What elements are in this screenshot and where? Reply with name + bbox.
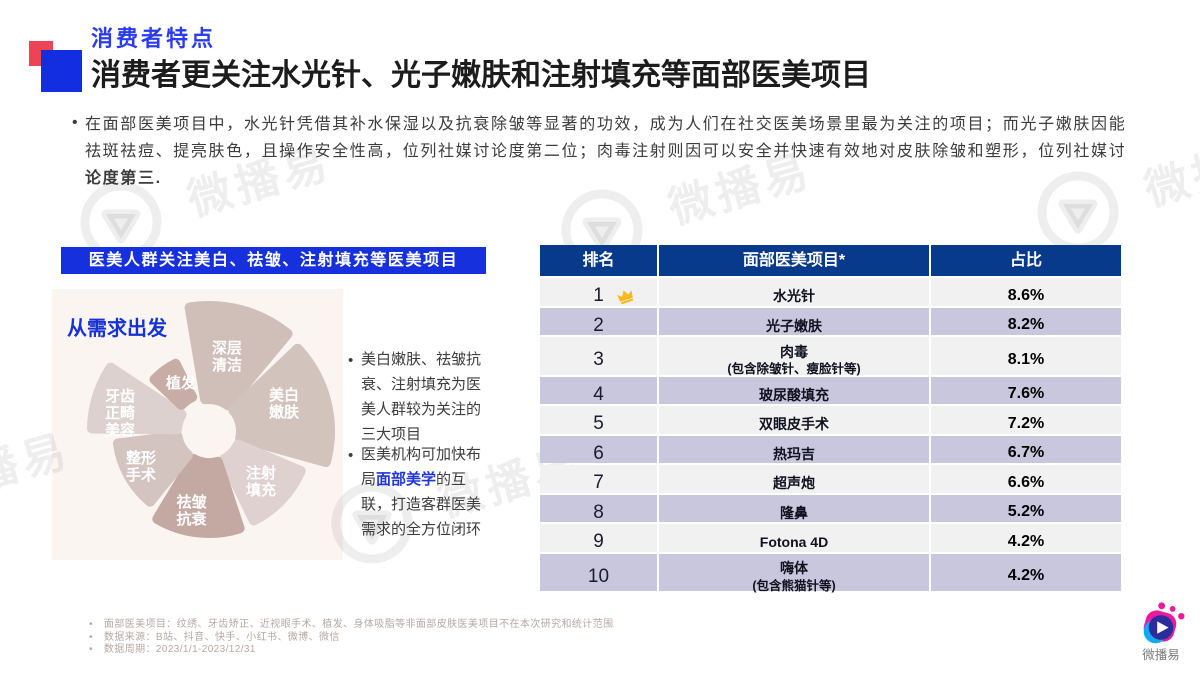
svg-text:清洁: 清洁 [212,356,242,374]
svg-text:填充: 填充 [246,481,276,499]
svg-text:牙齿: 牙齿 [105,388,135,405]
svg-text:微播易: 微播易 [1142,648,1180,662]
svg-text:抗衰: 抗衰 [176,510,207,528]
svg-text:嫩肤: 嫩肤 [269,403,300,421]
svg-text:植发: 植发 [166,374,197,392]
svg-text:祛皱: 祛皱 [176,493,207,511]
svg-text:深层: 深层 [212,339,242,357]
svg-text:整形: 整形 [126,449,156,467]
svg-text:正畸: 正畸 [105,405,135,422]
svg-text:手术: 手术 [126,466,156,484]
svg-text:美白: 美白 [269,386,299,404]
svg-text:注射: 注射 [246,464,276,482]
svg-text:美容: 美容 [105,421,135,439]
